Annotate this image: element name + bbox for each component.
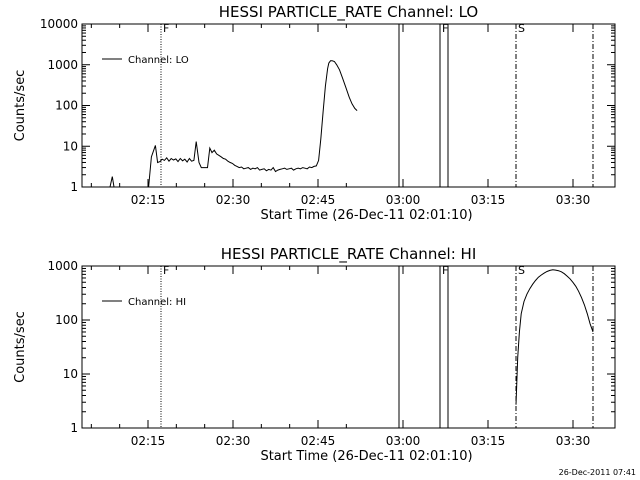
x-tick-label: 03:30 xyxy=(556,434,591,448)
y-tick-label: 100 xyxy=(55,313,78,327)
y-tick-label: 10 xyxy=(63,367,78,381)
x-axis-label: Start Time (26-Dec-11 02:01:10) xyxy=(260,449,472,464)
annotation-marker-label: F xyxy=(442,22,448,35)
y-axis-label: Counts/sec xyxy=(13,311,28,383)
x-tick-label: 02:45 xyxy=(301,434,336,448)
chart-title: HESSI PARTICLE_RATE Channel: LO xyxy=(219,3,478,22)
chart-panel-hi: HESSI PARTICLE_RATE Channel: HI 02:15 02:3… xyxy=(13,245,616,464)
series-line xyxy=(515,269,594,405)
annotation-marker-label: F xyxy=(163,264,169,277)
y-tick-label: 10000 xyxy=(40,17,78,31)
y-tick-label: 1 xyxy=(70,421,78,435)
annotation-marker-label: F xyxy=(163,22,169,35)
legend-entry: Channel: LO xyxy=(128,55,189,66)
y-tick-label: 1000 xyxy=(47,259,78,273)
timestamp-stamp: 26-Dec-2011 07:41 xyxy=(559,468,636,477)
y-tick-label: 1000 xyxy=(47,58,78,72)
x-tick-label: 03:15 xyxy=(471,193,506,207)
chart-title: HESSI PARTICLE_RATE Channel: HI xyxy=(221,245,477,264)
series-line xyxy=(109,60,358,188)
plot-frame xyxy=(81,265,616,429)
x-tick-label: 03:00 xyxy=(386,434,421,448)
annotation-marker-label: F xyxy=(442,264,448,277)
x-axis-label: Start Time (26-Dec-11 02:01:10) xyxy=(260,208,472,223)
x-tick-label: 02:30 xyxy=(216,193,251,207)
chart-panel-lo: HESSI PARTICLE_RATE Channel: LO 02:15 02:3… xyxy=(13,3,616,223)
legend-entry: Channel: HI xyxy=(128,297,186,308)
x-tick-label: 03:00 xyxy=(386,193,421,207)
x-tick-label: 02:45 xyxy=(301,193,336,207)
annotation-marker-label: S xyxy=(518,22,525,35)
x-tick-label: 03:30 xyxy=(556,193,591,207)
y-axis-label: Counts/sec xyxy=(13,70,28,142)
x-tick-label: 02:30 xyxy=(216,434,251,448)
y-tick-label: 1 xyxy=(70,180,78,194)
x-tick-label: 03:15 xyxy=(471,434,506,448)
y-tick-label: 10 xyxy=(63,139,78,153)
y-tick-label: 100 xyxy=(55,99,78,113)
x-tick-label: 02:15 xyxy=(131,193,166,207)
plot-frame xyxy=(81,23,616,188)
annotation-marker-label: S xyxy=(518,264,525,277)
x-tick-label: 02:15 xyxy=(131,434,166,448)
